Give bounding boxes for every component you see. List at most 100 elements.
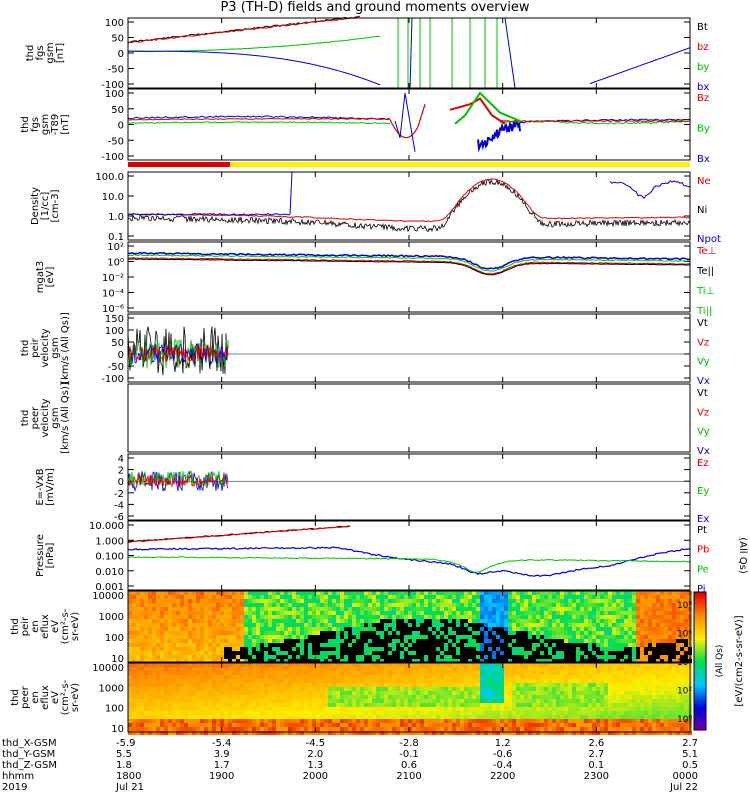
ytick-label: -50 bbox=[108, 65, 124, 76]
spectro-cell bbox=[500, 623, 504, 627]
spectro-cell bbox=[212, 647, 216, 651]
spectro-cell bbox=[284, 615, 288, 619]
spectro-cell bbox=[224, 695, 228, 699]
spectro-cell bbox=[184, 599, 188, 603]
spectro-cell bbox=[596, 603, 600, 607]
spectro-cell bbox=[232, 687, 236, 691]
spectro-cell bbox=[228, 671, 232, 675]
spectro-cell bbox=[396, 639, 400, 643]
spectro-cell bbox=[332, 655, 336, 659]
spectro-cell bbox=[160, 723, 164, 727]
spectro-cell bbox=[288, 671, 292, 675]
spectro-cell bbox=[684, 619, 688, 623]
spectro-cell bbox=[180, 607, 184, 611]
spectro-cell bbox=[200, 623, 204, 627]
spectro-cell bbox=[252, 719, 256, 723]
spectro-cell bbox=[416, 707, 420, 711]
spectro-cell bbox=[372, 715, 376, 719]
spectro-cell bbox=[524, 599, 528, 603]
spectro-cell bbox=[232, 703, 236, 707]
spectro-cell bbox=[252, 711, 256, 715]
spectro-cell bbox=[576, 619, 580, 623]
spectro-cell bbox=[396, 647, 400, 651]
spectro-cell bbox=[308, 727, 312, 731]
spectro-cell bbox=[480, 719, 484, 723]
spectro-cell bbox=[544, 715, 548, 719]
spectro-cell bbox=[528, 699, 532, 703]
spectro-cell bbox=[200, 607, 204, 611]
spectro-cell bbox=[344, 675, 348, 679]
spectro-cell bbox=[348, 595, 352, 599]
spectro-cell bbox=[360, 599, 364, 603]
spectro-cell bbox=[368, 723, 372, 727]
ytick-label: 4 bbox=[118, 454, 124, 465]
spectro-cell bbox=[400, 615, 404, 619]
spectro-cell bbox=[288, 627, 292, 631]
spectro-cell bbox=[420, 643, 424, 647]
spectro-cell bbox=[396, 691, 400, 695]
spectro-cell bbox=[260, 627, 264, 631]
spectro-cell bbox=[300, 595, 304, 599]
spectro-cell bbox=[328, 639, 332, 643]
spectro-cell bbox=[300, 715, 304, 719]
spectro-cell bbox=[272, 699, 276, 703]
spectro-cell bbox=[444, 599, 448, 603]
spectro-cell bbox=[388, 651, 392, 655]
spectro-cell bbox=[628, 635, 632, 639]
spectro-cell bbox=[148, 691, 152, 695]
spectro-cell bbox=[568, 619, 572, 623]
spectro-cell bbox=[336, 607, 340, 611]
spectro-cell bbox=[272, 679, 276, 683]
spectro-cell bbox=[216, 695, 220, 699]
spectro-cell bbox=[268, 603, 272, 607]
spectro-cell bbox=[524, 667, 528, 671]
spectro-cell bbox=[496, 655, 500, 659]
spectro-cell bbox=[632, 631, 636, 635]
spectro-cell bbox=[300, 635, 304, 639]
spectro-cell bbox=[552, 691, 556, 695]
spectro-cell bbox=[408, 699, 412, 703]
spectro-cell bbox=[452, 663, 456, 667]
spectro-cell bbox=[432, 599, 436, 603]
spectro-cell bbox=[300, 683, 304, 687]
ytick-label: 0 bbox=[118, 49, 124, 60]
spectro-cell bbox=[608, 715, 612, 719]
spectro-cell bbox=[212, 695, 216, 699]
spectro-cell bbox=[432, 715, 436, 719]
spectro-cell bbox=[428, 707, 432, 711]
spectro-cell bbox=[160, 631, 164, 635]
spectro-cell bbox=[428, 647, 432, 651]
spectro-cell bbox=[140, 687, 144, 691]
spectro-cell bbox=[644, 631, 648, 635]
spectro-cell bbox=[640, 595, 644, 599]
spectro-cell bbox=[192, 627, 196, 631]
spectro-cell bbox=[608, 635, 612, 639]
spectro-cell bbox=[296, 663, 300, 667]
spectro-cell bbox=[296, 703, 300, 707]
spectro-cell bbox=[508, 719, 512, 723]
spectro-cell bbox=[172, 591, 176, 595]
spectro-cell bbox=[156, 619, 160, 623]
spectro-cell bbox=[500, 723, 504, 727]
spectro-cell bbox=[512, 615, 516, 619]
spectro-cell bbox=[596, 695, 600, 699]
spectro-cell bbox=[228, 603, 232, 607]
spectro-cell bbox=[212, 683, 216, 687]
spectro-cell bbox=[204, 615, 208, 619]
spectro-cell bbox=[360, 619, 364, 623]
spectro-cell bbox=[224, 663, 228, 667]
spectro-cell bbox=[416, 631, 420, 635]
spectro-cell bbox=[156, 711, 160, 715]
spectro-cell bbox=[336, 715, 340, 719]
spectro-cell bbox=[340, 703, 344, 707]
spectro-cell bbox=[644, 603, 648, 607]
spectro-cell bbox=[364, 699, 368, 703]
spectro-cell bbox=[484, 711, 488, 715]
spectro-cell bbox=[600, 719, 604, 723]
spectro-cell bbox=[216, 627, 220, 631]
spectro-cell bbox=[280, 631, 284, 635]
spectro-cell bbox=[228, 607, 232, 611]
spectro-cell bbox=[564, 611, 568, 615]
spectro-cell bbox=[352, 655, 356, 659]
spectro-cell bbox=[128, 695, 132, 699]
